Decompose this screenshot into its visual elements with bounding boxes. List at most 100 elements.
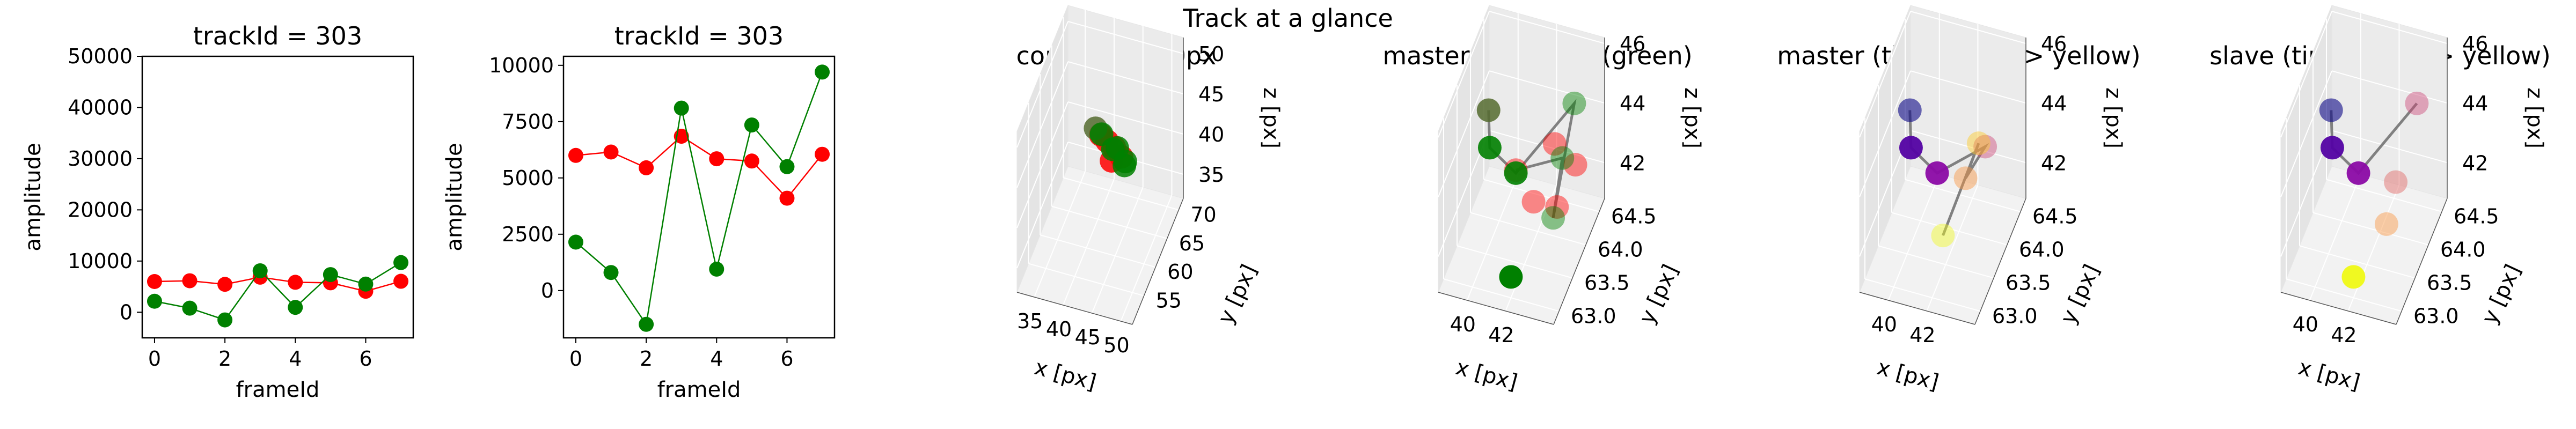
data-point [639, 160, 654, 175]
grid-line [1878, 245, 1994, 279]
data-point [639, 316, 654, 332]
data-point [2346, 161, 2370, 185]
side-pane [1438, 5, 1490, 293]
y-tick-label: 5000 [502, 166, 554, 190]
x-axis-label: frameId [236, 378, 320, 402]
data-point [147, 293, 162, 309]
grid-line [2331, 70, 2448, 104]
x-tick-label: 45 [1075, 326, 1101, 349]
y-tick-label: 64.5 [2032, 205, 2078, 228]
x-tick-label: 50 [1103, 334, 1129, 357]
x-tick-label: 40 [1871, 313, 1897, 336]
grid-line [1470, 212, 1586, 246]
data-point [288, 300, 303, 315]
z-tick-label: 46 [2462, 32, 2488, 56]
y-tick-label: 50000 [68, 45, 133, 68]
y-tick-label: 10000 [489, 54, 554, 77]
data-point [288, 275, 303, 290]
plot-frame [562, 55, 836, 339]
grid-line [1905, 179, 2021, 212]
z-tick-label: 46 [1620, 32, 1645, 56]
data-point [603, 265, 619, 280]
grid-line [1067, 101, 1184, 135]
x-axis-line [1016, 292, 1133, 325]
grid-line [1016, 101, 1069, 228]
x-axis-label: frameId [657, 378, 741, 402]
data-point [603, 144, 619, 160]
y-tick-label: 65 [1179, 232, 1205, 255]
x-tick-label: 42 [1488, 323, 1514, 347]
data-point [1113, 153, 1137, 177]
data-point [1504, 161, 1528, 185]
data-point [709, 151, 724, 167]
x-tick-label: 0 [148, 347, 161, 371]
data-point [779, 190, 795, 206]
data-point [182, 273, 197, 289]
y-tick-label: 64.5 [2454, 205, 2499, 228]
y-tick-label: 10000 [68, 249, 133, 273]
data-point [393, 255, 409, 270]
z-tick-label: 42 [2462, 151, 2488, 175]
grid-line [1067, 61, 1184, 94]
z-axis-label: z [px] [2522, 87, 2547, 149]
data-point [358, 276, 374, 292]
grid-line [2326, 179, 2442, 212]
grid-line [1489, 130, 1605, 164]
y-tick-label: 70 [1190, 203, 1216, 226]
grid-line [1034, 171, 1086, 298]
data-point [1541, 206, 1565, 230]
grid-line [2286, 278, 2402, 312]
grid-line [1910, 70, 2026, 104]
x-tick-label: 0 [569, 347, 582, 371]
data-point [744, 117, 759, 133]
z-tick-label: 42 [1620, 151, 1645, 175]
z-axis-label: z [px] [2101, 87, 2126, 149]
series-line [575, 71, 823, 327]
x-tick-label: 35 [1017, 309, 1043, 333]
chart-title: trackId = 303 [193, 21, 362, 50]
trajectory-line [2330, 102, 2418, 175]
x-tick-label: 6 [359, 347, 372, 371]
grid-line [2347, 184, 2400, 312]
grid-line [1028, 263, 1144, 297]
data-point [1563, 153, 1587, 177]
x-tick-label: 4 [710, 347, 723, 371]
grid-line [1505, 184, 1557, 312]
grid-line [1051, 205, 1168, 239]
y-axis-line [1974, 198, 2026, 325]
z-tick-label: 40 [1198, 123, 1224, 146]
y-axis-label: amplitude [442, 143, 467, 251]
grid-line [1067, 21, 1184, 54]
grid-line [1091, 187, 1144, 314]
chart-master-slave: master(red) slave(green)40 4263.063.564.0… [1382, 5, 1704, 395]
x-tick-label: 42 [2331, 323, 2357, 347]
data-point [815, 64, 830, 80]
y-axis-line [1132, 198, 1184, 325]
data-point [1966, 131, 1990, 156]
grid-line [1864, 278, 1981, 312]
grid-line [1438, 11, 1490, 138]
data-point [1499, 265, 1523, 289]
chart-slave-time: slave (time: blue -> yellow)404263.063.5… [2209, 5, 2551, 395]
grid-line [1887, 174, 1940, 301]
grid-line [1891, 212, 2008, 246]
y-tick-label: 63.5 [2427, 271, 2472, 294]
data-point [744, 153, 759, 169]
data-point [2384, 170, 2408, 194]
chart-amp-wide: trackId = 303 0 2 4 6 0 10000 20000 30000 40000 50… [21, 21, 414, 402]
x-tick-label: 4 [289, 347, 302, 371]
grid-line [2280, 70, 2332, 197]
y-tick-label: 63.0 [1571, 304, 1616, 328]
data-point [2320, 136, 2344, 160]
data-point [1925, 161, 1949, 185]
data-point [147, 274, 162, 289]
x-tick-label: 6 [780, 347, 793, 371]
x-axis-line [2280, 292, 2397, 325]
grid-line [1063, 177, 1179, 211]
data-point [393, 273, 409, 289]
data-point [2374, 212, 2398, 236]
z-tick-label: 35 [1198, 163, 1224, 187]
data-point [252, 263, 268, 278]
y-axis-line [2396, 198, 2448, 325]
grid-line [1859, 11, 1911, 138]
